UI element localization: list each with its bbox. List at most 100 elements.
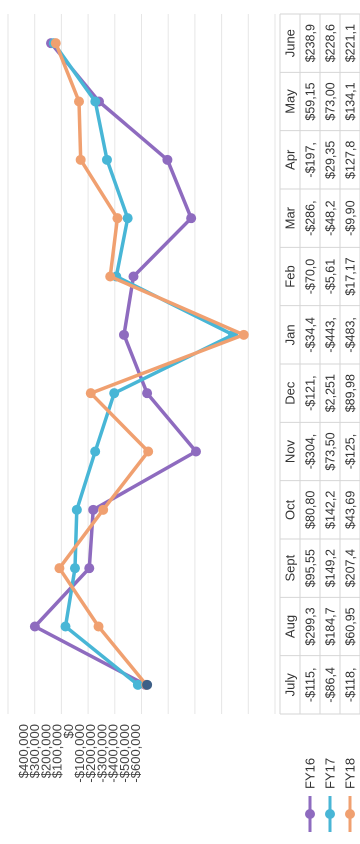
data-cell: $228,6: [324, 24, 338, 62]
data-cell: $60,95: [344, 607, 358, 645]
data-cell: -$118,: [344, 668, 358, 703]
data-cell: -$286,: [304, 200, 318, 235]
month-label: Nov: [283, 439, 298, 463]
data-point: [84, 563, 95, 574]
data-cell: -$86,4: [324, 667, 338, 702]
data-cell: $17,17: [344, 257, 358, 295]
month-label: June: [283, 29, 298, 57]
data-cell: -$5,61: [324, 259, 338, 294]
data-point: [75, 154, 86, 165]
data-point: [73, 96, 84, 107]
data-cell: -$34,4: [304, 317, 318, 352]
series-line: [33, 42, 198, 687]
data-point: [112, 213, 123, 224]
legend-marker: [305, 809, 315, 819]
data-point: [69, 563, 80, 574]
legend-series-name: FY18: [343, 758, 358, 789]
legend-series-name: FY17: [323, 758, 338, 789]
data-point: [118, 329, 129, 340]
data-point: [143, 446, 154, 457]
data-point: [109, 388, 120, 399]
series-line: [54, 42, 246, 686]
data-cell: -$125,: [344, 434, 358, 469]
y-tick-label: $400,000: [16, 724, 31, 778]
data-point: [190, 446, 201, 457]
data-cell: -$9,90: [344, 200, 358, 235]
data-point: [60, 621, 71, 632]
month-label: Feb: [283, 265, 298, 287]
data-cell: $299,3: [304, 607, 318, 645]
data-cell: $59,15: [304, 82, 318, 120]
y-tick-label: $100,000: [50, 724, 65, 778]
data-cell: $221,1: [344, 24, 358, 62]
legend-marker: [345, 809, 355, 819]
data-point: [128, 271, 139, 282]
data-cell: -$115,: [304, 668, 318, 703]
month-label: May: [283, 89, 298, 114]
data-point: [50, 38, 61, 49]
data-cell: $73,00: [324, 82, 338, 120]
data-cell: $238,9: [304, 24, 318, 62]
month-label: Oct: [283, 499, 298, 520]
data-cell: -$483,: [344, 317, 358, 352]
data-point: [29, 621, 40, 632]
data-cell: $127,8: [344, 141, 358, 179]
data-cell: $80,80: [304, 491, 318, 529]
data-cell: -$443,: [324, 317, 338, 352]
month-label: July: [283, 673, 298, 697]
y-tick-label: -$400,000: [106, 724, 121, 783]
data-cell: $2,251: [324, 374, 338, 412]
data-cell: $29,35: [324, 141, 338, 179]
month-label: Dec: [283, 381, 298, 405]
month-label: Apr: [283, 149, 298, 170]
y-tick-label: $200,000: [38, 724, 53, 778]
data-point: [186, 213, 197, 224]
y-tick-label: $300,000: [27, 724, 42, 778]
month-label: Jan: [283, 324, 298, 345]
y-tick-label: $0: [61, 724, 76, 738]
data-cell: $142,2: [324, 491, 338, 529]
data-point: [122, 213, 133, 224]
data-cell: $149,2: [324, 549, 338, 587]
data-point: [101, 154, 112, 165]
data-cell: $73,50: [324, 432, 338, 470]
data-point: [105, 271, 116, 282]
month-label: Mar: [283, 206, 298, 229]
data-cell: $95,55: [304, 549, 318, 587]
data-cell: -$197,: [304, 142, 318, 177]
data-point: [142, 388, 153, 399]
data-cell: -$121,: [304, 375, 318, 410]
y-tick-label: -$200,000: [83, 724, 98, 783]
data-point: [90, 446, 101, 457]
y-tick-label: -$300,000: [94, 724, 109, 783]
legend-series-name: FY16: [303, 758, 318, 789]
data-cell: -$304,: [304, 434, 318, 469]
data-cell: $184,7: [324, 607, 338, 645]
y-tick-label: -$600,000: [128, 724, 143, 783]
data-point: [238, 329, 249, 340]
series-line: [52, 42, 235, 687]
legend-marker: [325, 809, 335, 819]
data-point: [88, 504, 99, 515]
data-point: [132, 679, 143, 690]
data-point: [85, 388, 96, 399]
data-cell: $207,4: [344, 549, 358, 587]
month-label: Aug: [283, 615, 298, 638]
data-cell: -$70,0: [304, 259, 318, 294]
data-point: [93, 621, 104, 632]
data-point: [98, 504, 109, 515]
data-point: [54, 563, 65, 574]
data-point: [71, 504, 82, 515]
data-cell: $89,98: [344, 374, 358, 412]
data-cell: -$48,2: [324, 200, 338, 235]
data-point: [142, 679, 153, 690]
data-point: [162, 154, 173, 165]
y-tick-label: -$100,000: [72, 724, 87, 783]
data-point: [90, 96, 101, 107]
data-cell: $43,69: [344, 491, 358, 529]
month-label: Sept: [283, 554, 298, 581]
y-tick-label: -$500,000: [117, 724, 132, 783]
